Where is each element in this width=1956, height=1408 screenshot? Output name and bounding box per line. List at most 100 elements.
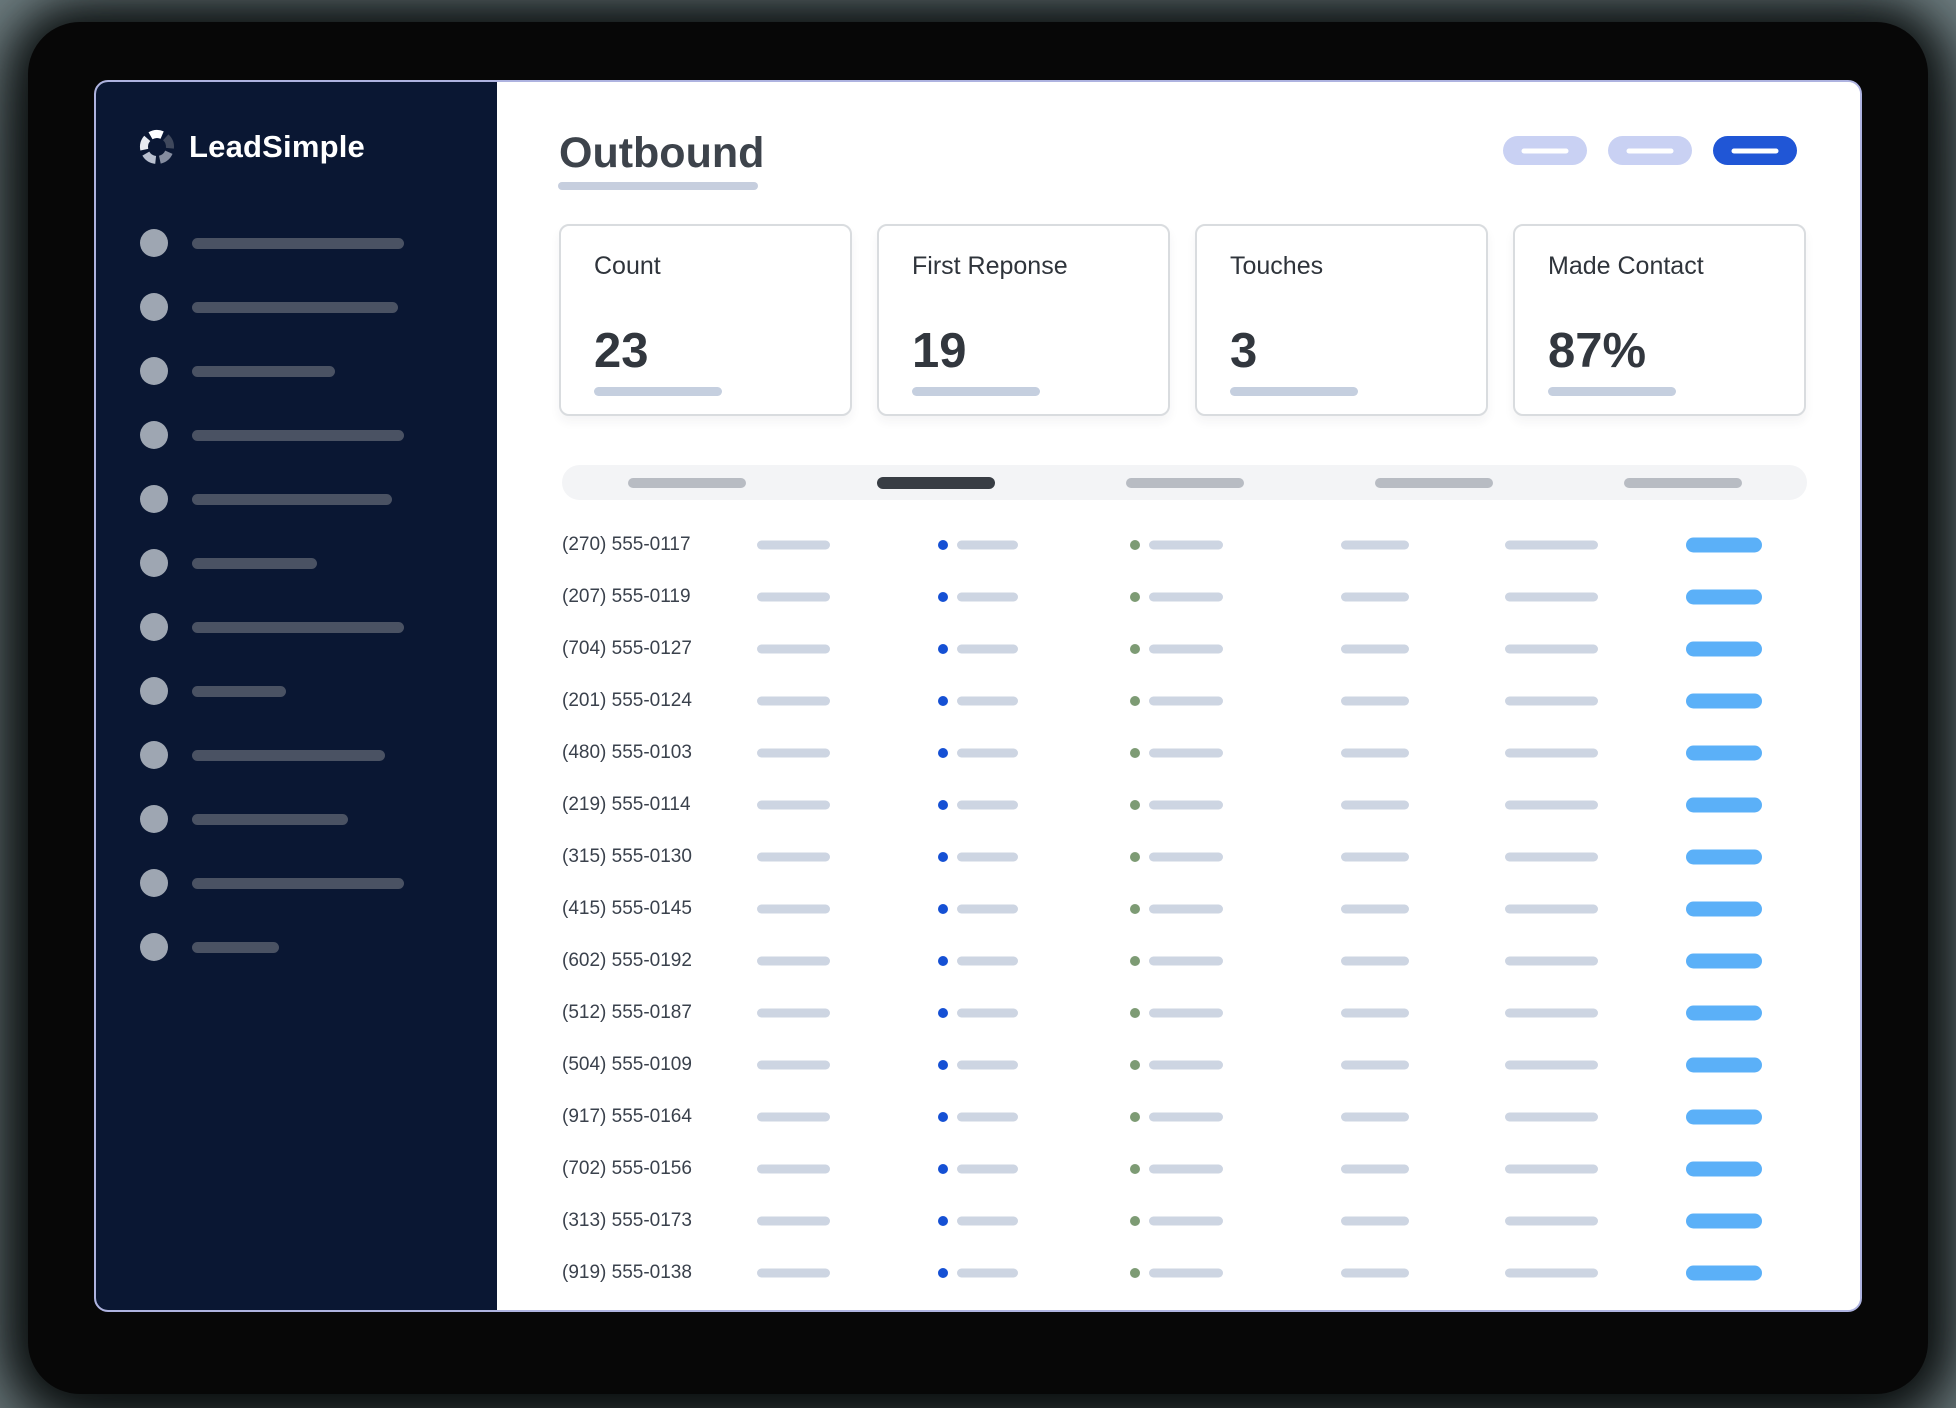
sidebar-item-label-skeleton xyxy=(192,813,348,825)
cell-skeleton xyxy=(1505,852,1598,862)
column-header[interactable] xyxy=(1060,465,1309,500)
view-pill-active[interactable] xyxy=(1713,136,1797,165)
table-row[interactable]: (480) 555-0103 xyxy=(562,727,1807,779)
cell-skeleton xyxy=(1149,1216,1223,1226)
column-header[interactable] xyxy=(1309,465,1558,500)
row-action-pill[interactable] xyxy=(1686,1109,1762,1125)
column-header[interactable] xyxy=(1558,465,1807,500)
sidebar-item[interactable] xyxy=(140,421,404,449)
table-row[interactable]: (207) 555-0119 xyxy=(562,571,1807,623)
sidebar-item[interactable] xyxy=(140,677,286,705)
status-dot-blue xyxy=(938,748,948,758)
table-row[interactable]: (315) 555-0130 xyxy=(562,831,1807,883)
row-action-pill[interactable] xyxy=(1686,745,1762,761)
sidebar-item[interactable] xyxy=(140,549,317,577)
sidebar-item[interactable] xyxy=(140,357,335,385)
table-row[interactable]: (415) 555-0145 xyxy=(562,883,1807,935)
cell-skeleton xyxy=(1149,1164,1223,1174)
cell-skeleton xyxy=(1149,1008,1223,1018)
table-row[interactable]: (313) 555-0173 xyxy=(562,1195,1807,1247)
sidebar-item[interactable] xyxy=(140,805,348,833)
status-dot-green xyxy=(1130,644,1140,654)
status-dot-green xyxy=(1130,540,1140,550)
sidebar-item[interactable] xyxy=(140,485,392,513)
status-dot-green xyxy=(1130,1216,1140,1226)
row-action-pill[interactable] xyxy=(1686,1213,1762,1229)
row-action-pill[interactable] xyxy=(1686,1265,1762,1281)
column-header-skeleton xyxy=(1125,477,1244,488)
sidebar-item[interactable] xyxy=(140,869,404,897)
table-row[interactable]: (702) 555-0156 xyxy=(562,1143,1807,1195)
table-row[interactable]: (270) 555-0117 xyxy=(562,519,1807,571)
cell-skeleton xyxy=(1341,1268,1409,1278)
sidebar-item-icon xyxy=(140,613,168,641)
sidebar-item-label-skeleton xyxy=(192,941,279,953)
cell-skeleton xyxy=(1505,644,1598,654)
table-row[interactable]: (602) 555-0192 xyxy=(562,935,1807,987)
sidebar-item[interactable] xyxy=(140,741,385,769)
status-dot-blue xyxy=(938,904,948,914)
sidebar-item-label-skeleton xyxy=(192,237,404,249)
cell-skeleton xyxy=(1505,748,1598,758)
stat-card-label: Count xyxy=(594,252,661,280)
phone-number: (270) 555-0117 xyxy=(562,534,691,555)
table-row[interactable]: (704) 555-0127 xyxy=(562,623,1807,675)
sidebar-item-icon xyxy=(140,741,168,769)
row-action-pill[interactable] xyxy=(1686,1161,1762,1177)
table-row[interactable]: (504) 555-0109 xyxy=(562,1039,1807,1091)
cell-skeleton xyxy=(1505,1216,1598,1226)
status-dot-green xyxy=(1130,852,1140,862)
sidebar-item-icon xyxy=(140,933,168,961)
row-action-pill[interactable] xyxy=(1686,1005,1762,1021)
sidebar-item-label-skeleton xyxy=(192,429,404,441)
sidebar-item-icon xyxy=(140,805,168,833)
sidebar: LeadSimple xyxy=(96,82,497,1310)
cell-skeleton xyxy=(757,1216,830,1226)
column-header-active[interactable] xyxy=(811,465,1060,500)
phone-number: (919) 555-0138 xyxy=(562,1262,692,1283)
cell-skeleton xyxy=(1149,1060,1223,1070)
row-action-pill[interactable] xyxy=(1686,641,1762,657)
brand-logo[interactable]: LeadSimple xyxy=(138,128,365,166)
table-row[interactable]: (512) 555-0187 xyxy=(562,987,1807,1039)
view-pill[interactable] xyxy=(1608,136,1692,165)
column-header[interactable] xyxy=(562,465,811,500)
stat-card-underline xyxy=(594,387,722,396)
cell-skeleton xyxy=(757,852,830,862)
cell-skeleton xyxy=(757,800,830,810)
cell-skeleton xyxy=(957,852,1018,862)
row-action-pill[interactable] xyxy=(1686,953,1762,969)
table-row[interactable]: (219) 555-0114 xyxy=(562,779,1807,831)
app-window: LeadSimple Outbound Count 23 First Reponse… xyxy=(94,80,1862,1312)
page-title: Outbound xyxy=(559,129,765,177)
cell-skeleton xyxy=(1505,540,1598,550)
cell-skeleton xyxy=(1341,1216,1409,1226)
table-row[interactable]: (919) 555-0138 xyxy=(562,1247,1807,1299)
status-dot-green xyxy=(1130,956,1140,966)
sidebar-item[interactable] xyxy=(140,229,404,257)
main-content: Outbound Count 23 First Reponse 19 Touches 3 M… xyxy=(497,82,1860,1310)
row-action-pill[interactable] xyxy=(1686,537,1762,553)
sidebar-item[interactable] xyxy=(140,933,279,961)
cell-skeleton xyxy=(1341,696,1409,706)
cell-skeleton xyxy=(757,1008,830,1018)
sidebar-item[interactable] xyxy=(140,613,404,641)
row-action-pill[interactable] xyxy=(1686,589,1762,605)
phone-number: (704) 555-0127 xyxy=(562,638,692,659)
row-action-pill[interactable] xyxy=(1686,849,1762,865)
pill-label-skeleton xyxy=(1521,148,1569,153)
cell-skeleton xyxy=(1341,1164,1409,1174)
cell-skeleton xyxy=(957,748,1018,758)
sidebar-item[interactable] xyxy=(140,293,398,321)
row-action-pill[interactable] xyxy=(1686,901,1762,917)
column-header-skeleton xyxy=(627,477,746,488)
view-pill[interactable] xyxy=(1503,136,1587,165)
row-action-pill[interactable] xyxy=(1686,693,1762,709)
row-action-pill[interactable] xyxy=(1686,1057,1762,1073)
row-action-pill[interactable] xyxy=(1686,797,1762,813)
table-row[interactable]: (201) 555-0124 xyxy=(562,675,1807,727)
cell-skeleton xyxy=(1505,904,1598,914)
sidebar-item-icon xyxy=(140,421,168,449)
table-row[interactable]: (917) 555-0164 xyxy=(562,1091,1807,1143)
cell-skeleton xyxy=(957,1060,1018,1070)
